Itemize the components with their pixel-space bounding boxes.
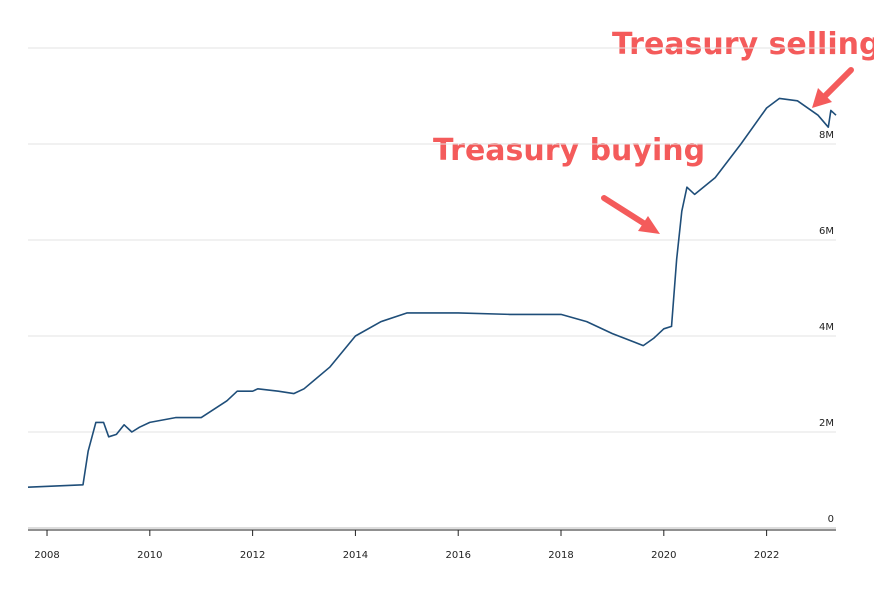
y-tick-label: 0	[828, 514, 834, 525]
x-tick-label: 2020	[651, 550, 676, 561]
x-tick-label: 2018	[548, 550, 573, 561]
x-tick-label: 2014	[343, 550, 368, 561]
y-tick-label: 6M	[819, 226, 834, 237]
arrow	[601, 195, 660, 234]
x-tick-label: 2008	[34, 550, 59, 561]
arrow	[812, 67, 854, 108]
x-tick-label: 2010	[137, 550, 162, 561]
x-tick-label: 2022	[754, 550, 779, 561]
x-tick-label: 2012	[240, 550, 265, 561]
x-tick-label: 2016	[445, 550, 470, 561]
y-tick-label: 2M	[819, 418, 834, 429]
y-tick-label: 8M	[819, 130, 834, 141]
line	[27, 97, 837, 488]
y-tick-label: 4M	[819, 322, 834, 333]
annotation: Treasury buying	[433, 133, 705, 168]
annotation: Treasury selling	[612, 27, 874, 62]
